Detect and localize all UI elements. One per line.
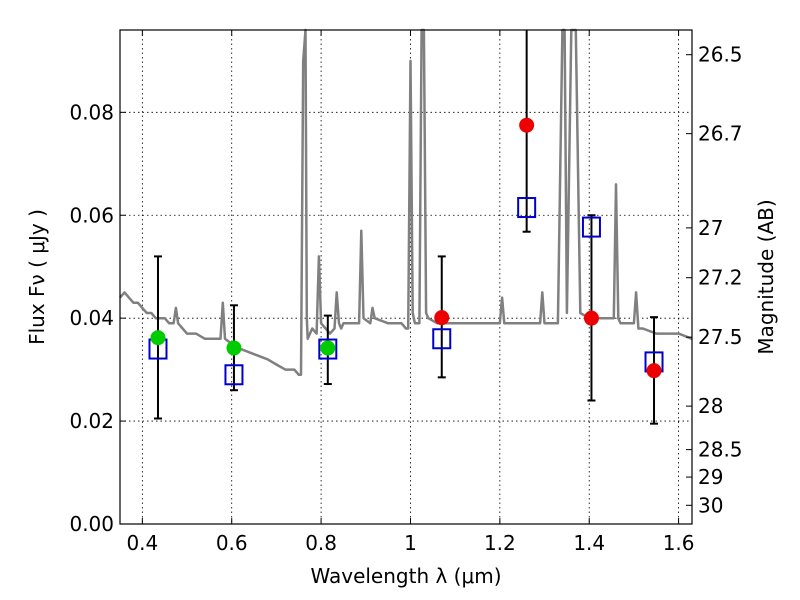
x-axis-label: Wavelength λ (μm) xyxy=(310,564,501,588)
observed-point xyxy=(519,117,535,133)
observed-point xyxy=(583,310,599,326)
x-tick-label: 1.6 xyxy=(663,531,695,555)
mag-tick-label: 30 xyxy=(698,493,723,517)
y-tick-label: 0.00 xyxy=(69,512,114,536)
y-axis-label: Flux Fν ( μJy ) xyxy=(25,209,49,345)
label-layer: 0.4 0.6 0.8 1 1.2 1.4 1.6 0.00 0.02 0.04 0.06 0.08 2… xyxy=(69,43,742,555)
spectrum-line xyxy=(119,28,693,377)
x-tick-label: 1 xyxy=(404,531,417,555)
mag-tick-label: 28.5 xyxy=(698,438,743,462)
y-tick-label: 0.06 xyxy=(69,203,114,227)
mag-tick-label: 29 xyxy=(698,465,723,489)
y-tick-label: 0.04 xyxy=(69,306,114,330)
mag-tick-label: 26.7 xyxy=(698,122,743,146)
x-tick-label: 1.2 xyxy=(484,531,516,555)
observed-point xyxy=(434,310,450,326)
mag-tick-label: 26.5 xyxy=(698,43,743,67)
tick-layer xyxy=(120,30,692,525)
mag-tick-label: 27 xyxy=(698,216,723,240)
square-layer xyxy=(148,197,664,386)
mag-tick-label: 28 xyxy=(698,394,723,418)
x-tick-label: 0.4 xyxy=(126,531,158,555)
model-square-marker xyxy=(318,338,338,360)
observed-point xyxy=(646,363,662,379)
y-tick-label: 0.08 xyxy=(69,100,114,124)
x-tick-label: 0.8 xyxy=(305,531,337,555)
mag-tick-label: 27.5 xyxy=(698,325,743,349)
x-tick-label: 1.4 xyxy=(573,531,605,555)
model-square-marker xyxy=(581,216,601,238)
observed-point xyxy=(150,330,166,346)
spectrum-layer xyxy=(119,28,693,377)
y2-axis-label: Magnitude (AB) xyxy=(754,199,778,354)
plot-frame xyxy=(119,29,693,525)
observed-point xyxy=(226,340,242,356)
x-tick-label: 0.6 xyxy=(216,531,248,555)
circle-layer xyxy=(150,117,662,379)
mag-tick-label: 27.2 xyxy=(698,266,743,290)
grid xyxy=(120,30,692,525)
observed-point xyxy=(320,340,336,356)
model-square-marker xyxy=(224,364,244,386)
y-tick-label: 0.02 xyxy=(69,409,114,433)
model-square-marker xyxy=(517,197,537,219)
model-square-marker xyxy=(432,328,452,350)
